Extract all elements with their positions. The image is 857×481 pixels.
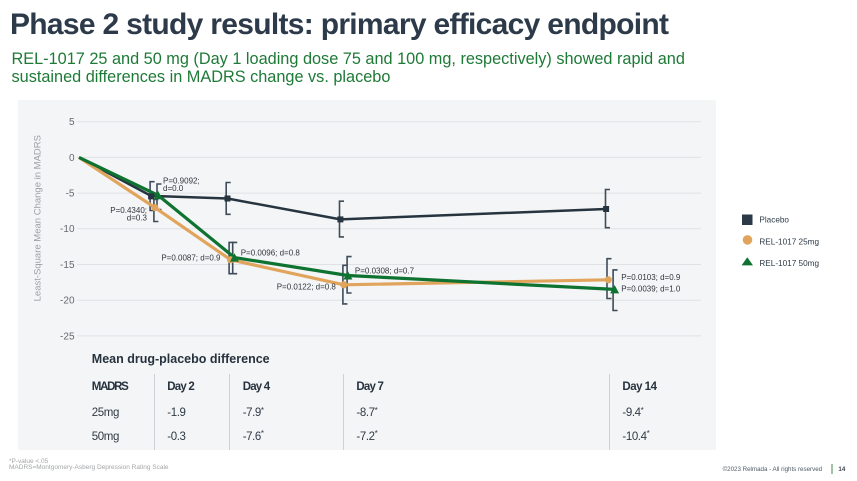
svg-text:P=0.0039; d=1.0: P=0.0039; d=1.0 bbox=[621, 284, 681, 293]
svg-text:P=0.0096; d=0.8: P=0.0096; d=0.8 bbox=[241, 249, 301, 258]
svg-text:Placebo: Placebo bbox=[759, 216, 789, 225]
svg-text:d=0.0: d=0.0 bbox=[163, 184, 184, 193]
svg-text:Least-Square Mean Change in MA: Least-Square Mean Change in MADRS bbox=[33, 135, 44, 301]
svg-text:0: 0 bbox=[69, 153, 75, 164]
svg-text:-10: -10 bbox=[60, 224, 75, 235]
svg-text:-20: -20 bbox=[60, 296, 75, 307]
svg-text:P=0.0308; d=0.7: P=0.0308; d=0.7 bbox=[355, 267, 415, 276]
svg-text:-15: -15 bbox=[60, 260, 75, 271]
svg-text:REL-1017 50mg: REL-1017 50mg bbox=[759, 259, 819, 268]
svg-text:-25: -25 bbox=[60, 331, 75, 342]
svg-text:P=0.9092;: P=0.9092; bbox=[163, 177, 200, 186]
svg-text:5: 5 bbox=[69, 117, 75, 128]
svg-text:d=0.3: d=0.3 bbox=[127, 214, 148, 223]
svg-text:P=0.0122; d=0.8: P=0.0122; d=0.8 bbox=[277, 283, 337, 292]
svg-text:REL-1017 25mg: REL-1017 25mg bbox=[759, 238, 819, 247]
svg-text:P=0.0087; d=0.9: P=0.0087; d=0.9 bbox=[161, 253, 221, 262]
svg-text:P=0.4340;: P=0.4340; bbox=[110, 206, 147, 215]
svg-text:-5: -5 bbox=[66, 189, 75, 200]
svg-text:P=0.0103; d=0.9: P=0.0103; d=0.9 bbox=[621, 273, 681, 282]
